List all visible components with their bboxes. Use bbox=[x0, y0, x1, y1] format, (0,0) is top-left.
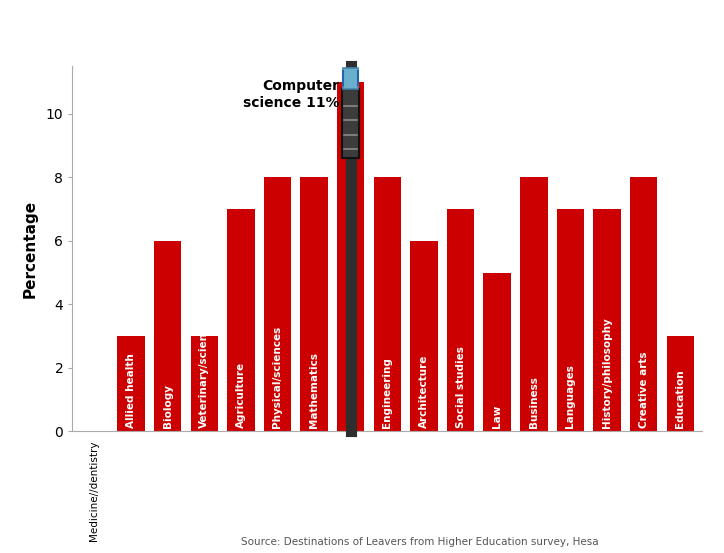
Text: Business: Business bbox=[529, 375, 539, 427]
Text: Social studies: Social studies bbox=[455, 346, 466, 427]
Bar bbox=[337, 82, 364, 431]
Bar bbox=[342, 88, 359, 158]
Text: Source: Destinations of Leavers from Higher Education survey, Hesa: Source: Destinations of Leavers from Hig… bbox=[241, 538, 599, 547]
Text: Architecture: Architecture bbox=[419, 354, 429, 427]
Bar bbox=[190, 336, 218, 431]
Text: Education: Education bbox=[675, 369, 686, 427]
Text: Physical/sciences: Physical/sciences bbox=[272, 325, 282, 427]
Bar bbox=[343, 68, 358, 88]
Bar bbox=[484, 273, 511, 431]
Bar bbox=[667, 336, 694, 431]
Bar bbox=[630, 178, 657, 431]
Text: Medicine//dentistry: Medicine//dentistry bbox=[89, 441, 99, 541]
Bar bbox=[264, 178, 291, 431]
Bar bbox=[447, 209, 474, 431]
Text: Law: Law bbox=[492, 404, 502, 427]
Text: Biology: Biology bbox=[163, 384, 172, 427]
Bar bbox=[374, 178, 401, 431]
Text: Agriculture: Agriculture bbox=[236, 362, 246, 427]
Text: Creative arts: Creative arts bbox=[639, 351, 649, 427]
Bar bbox=[411, 241, 438, 431]
Text: Veterinary/science: Veterinary/science bbox=[199, 318, 209, 427]
Bar bbox=[557, 209, 584, 431]
Text: Engineering: Engineering bbox=[382, 357, 392, 427]
Text: History/philosophy: History/philosophy bbox=[602, 317, 612, 427]
Text: Allied health: Allied health bbox=[126, 353, 136, 427]
Bar bbox=[520, 178, 547, 431]
Text: Mathematics: Mathematics bbox=[309, 352, 319, 427]
Y-axis label: Percentage: Percentage bbox=[22, 200, 38, 298]
Text: Languages: Languages bbox=[565, 364, 576, 427]
Text: Computer
science 11%: Computer science 11% bbox=[243, 79, 340, 111]
Bar bbox=[117, 336, 145, 431]
Bar bbox=[594, 209, 620, 431]
Bar bbox=[300, 178, 328, 431]
Bar bbox=[227, 209, 255, 431]
Bar bbox=[154, 241, 181, 431]
